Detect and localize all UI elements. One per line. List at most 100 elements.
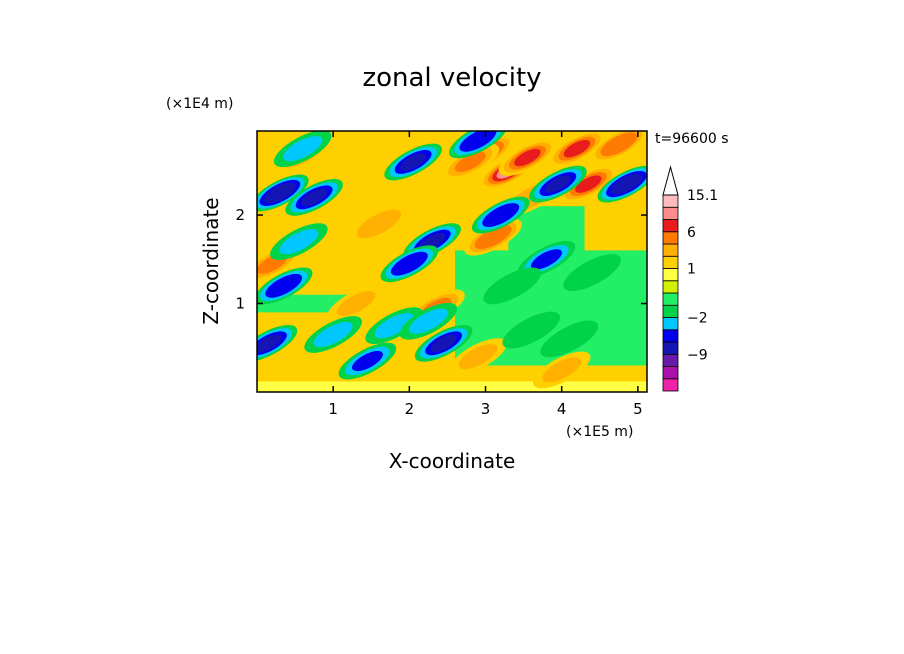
- x-tick-label: 4: [557, 400, 567, 418]
- velocity-contour: [399, 153, 427, 171]
- y-tick-label: 1: [235, 295, 245, 313]
- colorbar-swatch: [662, 255, 679, 269]
- velocity-contour: [270, 277, 297, 295]
- x-tick-label: 2: [405, 400, 415, 418]
- velocity-feature: [449, 338, 507, 375]
- velocity-feature: [285, 178, 343, 216]
- velocity-feature: [257, 267, 313, 305]
- colorbar-max-arrow: [662, 165, 679, 196]
- plot-frame: [256, 130, 648, 393]
- velocity-feature: [498, 139, 557, 176]
- velocity-contour: [257, 334, 282, 353]
- velocity-contour: [542, 357, 582, 383]
- velocity-contour: [283, 136, 323, 162]
- velocity-contour: [351, 350, 383, 372]
- velocity-contour: [408, 308, 448, 334]
- velocity-contour: [487, 206, 515, 224]
- velocity-feature: [257, 324, 298, 362]
- x-tick-label: 3: [481, 400, 491, 418]
- velocity-contour: [502, 311, 561, 349]
- colorbar-label: −9: [687, 347, 708, 363]
- velocity-feature: [597, 165, 647, 203]
- velocity-feature: [327, 285, 385, 322]
- colorbar-swatch: [662, 280, 679, 294]
- velocity-feature: [257, 174, 309, 212]
- velocity-feature: [441, 143, 500, 181]
- velocity-feature: [540, 320, 599, 358]
- colorbar-swatch: [662, 219, 679, 233]
- velocity-contour: [563, 254, 621, 291]
- velocity-contour: [614, 176, 639, 192]
- velocity-contour: [464, 131, 492, 149]
- velocity-feature: [532, 351, 591, 389]
- velocity-contour: [605, 135, 633, 153]
- colorbar-swatch: [662, 304, 679, 318]
- velocity-feature: [384, 143, 442, 181]
- colorbar-label: −2: [687, 311, 708, 327]
- velocity-contour: [336, 290, 376, 317]
- velocity-feature: [464, 218, 522, 256]
- velocity-feature: [548, 131, 606, 168]
- colorbar-swatch: [662, 317, 679, 331]
- velocity-band: [257, 381, 647, 392]
- velocity-contour: [268, 185, 292, 201]
- colorbar: 15.1 6 1 −2 −9: [662, 165, 718, 392]
- colorbar-swatch: [662, 206, 679, 220]
- colorbar-swatch: [662, 292, 679, 306]
- colorbar-swatch: [662, 231, 679, 245]
- x-axis-unit: (×1E5 m): [566, 424, 633, 440]
- velocity-feature: [414, 324, 473, 362]
- velocity-feature: [365, 307, 423, 345]
- velocity-feature: [483, 267, 541, 305]
- x-tick-label: 5: [633, 400, 643, 418]
- velocity-contour: [530, 249, 562, 270]
- velocity-contour: [430, 334, 457, 353]
- y-tick-label: 2: [235, 206, 245, 224]
- velocity-contour: [313, 321, 353, 348]
- velocity-feature: [471, 196, 530, 234]
- colorbar-label: 6: [687, 225, 696, 241]
- velocity-feature: [380, 245, 439, 283]
- colorbar-swatch: [662, 341, 679, 355]
- velocity-contour: [483, 267, 541, 305]
- velocity-feature: [559, 165, 618, 203]
- chart-title: zonal velocity: [362, 63, 541, 93]
- colorbar-label: 1: [687, 262, 696, 278]
- colorbar-label: 15.1: [687, 188, 718, 204]
- colorbar-swatch: [662, 194, 679, 208]
- velocity-feature: [399, 302, 458, 340]
- time-label: t=96600 s: [655, 131, 729, 147]
- colorbar-swatch: [662, 243, 679, 257]
- velocity-contour: [563, 140, 591, 158]
- velocity-feature: [304, 316, 362, 353]
- colorbar-swatch: [662, 268, 679, 282]
- velocity-feature: [273, 131, 332, 168]
- velocity-contour: [479, 228, 507, 246]
- velocity-contour: [454, 151, 486, 173]
- velocity-contour: [363, 213, 395, 234]
- velocity-feature: [350, 205, 408, 243]
- velocity-feature: [502, 311, 561, 349]
- velocity-feature: [338, 342, 397, 380]
- colorbar-swatch: [662, 366, 679, 380]
- velocity-contour: [396, 255, 423, 273]
- y-axis: 12: [235, 206, 647, 313]
- x-tick-label: 1: [328, 400, 338, 418]
- colorbar-swatch: [662, 378, 679, 392]
- velocity-contour: [458, 344, 498, 370]
- velocity-contour: [514, 148, 541, 167]
- velocity-contour: [575, 175, 602, 193]
- velocity-feature: [563, 254, 621, 291]
- velocity-field: [257, 131, 647, 392]
- velocity-feature: [449, 131, 507, 159]
- velocity-contour: [279, 229, 319, 255]
- velocity-contour: [544, 175, 572, 193]
- velocity-feature: [529, 165, 587, 203]
- x-axis-label: X-coordinate: [389, 449, 516, 473]
- y-axis-unit: (×1E4 m): [166, 96, 233, 112]
- velocity-feature: [270, 223, 328, 260]
- velocity-feature: [590, 131, 647, 163]
- y-axis-label: Z-coordinate: [199, 197, 223, 324]
- velocity-contour: [300, 188, 328, 207]
- x-axis: 1 2 3 4 5: [328, 131, 643, 418]
